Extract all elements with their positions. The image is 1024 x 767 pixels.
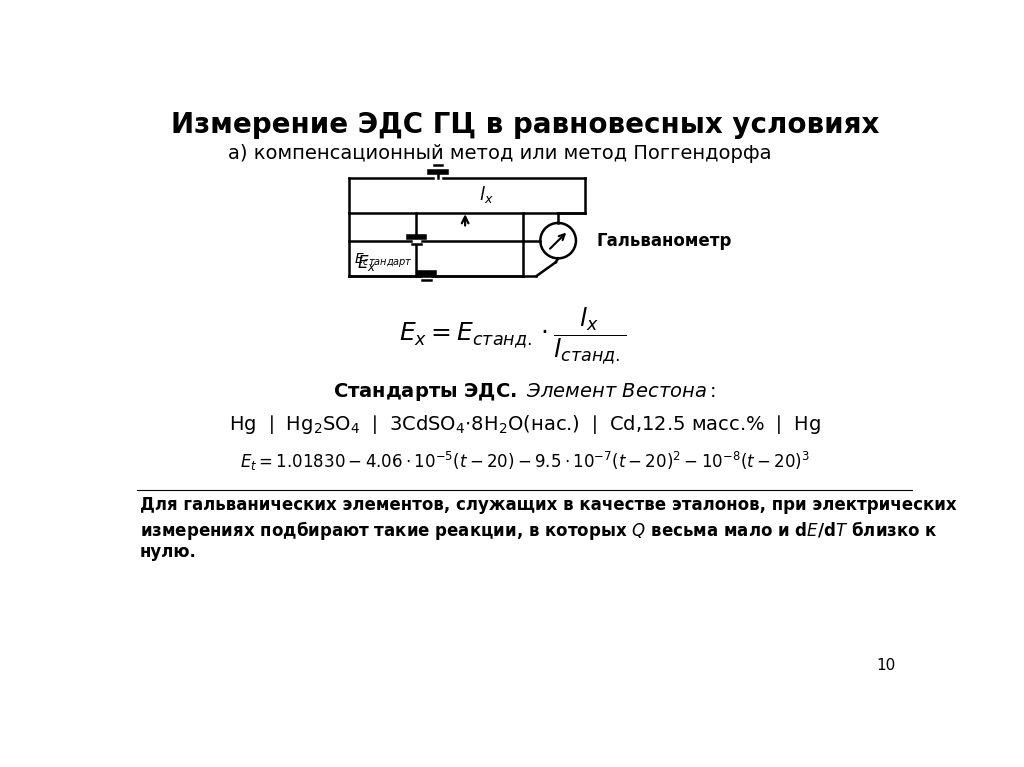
Text: а) компенсационный метод или метод Поггендорфа: а) компенсационный метод или метод Погге… bbox=[228, 143, 772, 163]
Text: $E_x$: $E_x$ bbox=[357, 253, 377, 273]
Text: Для гальванических элементов, служащих в качестве эталонов, при электрических: Для гальванических элементов, служащих в… bbox=[139, 495, 956, 514]
Text: $E_{стандарт}$: $E_{стандарт}$ bbox=[354, 252, 413, 270]
Text: $l_x$: $l_x$ bbox=[479, 183, 494, 205]
Text: измерениях подбирают такие реакции, в которых $Q$ весьма мало и d$E$/d$T$ близко: измерениях подбирают такие реакции, в ко… bbox=[139, 519, 938, 542]
Text: $\bf{Стандарты\ ЭДС.}$ $\it{Элемент\ Вестона:}$: $\bf{Стандарты\ ЭДС.}$ $\it{Элемент\ Вес… bbox=[333, 380, 717, 403]
Text: $E_x = E_{станд.} \cdot \dfrac{l_x}{l_{станд.}}$: $E_x = E_{станд.} \cdot \dfrac{l_x}{l_{с… bbox=[399, 305, 627, 366]
Text: $E_t = 1.01830 - 4.06\cdot10^{-5}(t-20) - 9.5\cdot10^{-7}(t-20)^2 - 10^{-8}(t-20: $E_t = 1.01830 - 4.06\cdot10^{-5}(t-20) … bbox=[240, 450, 810, 473]
Text: Измерение ЭДС ГЦ в равновесных условиях: Измерение ЭДС ГЦ в равновесных условиях bbox=[171, 111, 879, 140]
Text: Hg $\mid$ Hg$_2$SO$_4$ $\mid$ 3CdSO$_4$$\cdot$8H$_2$O(нас.) $\mid$ Cd,12.5 масс.: Hg $\mid$ Hg$_2$SO$_4$ $\mid$ 3CdSO$_4$$… bbox=[228, 413, 821, 436]
Text: 10: 10 bbox=[876, 658, 895, 673]
Text: нулю.: нулю. bbox=[139, 543, 197, 561]
Text: Гальванометр: Гальванометр bbox=[597, 232, 732, 249]
